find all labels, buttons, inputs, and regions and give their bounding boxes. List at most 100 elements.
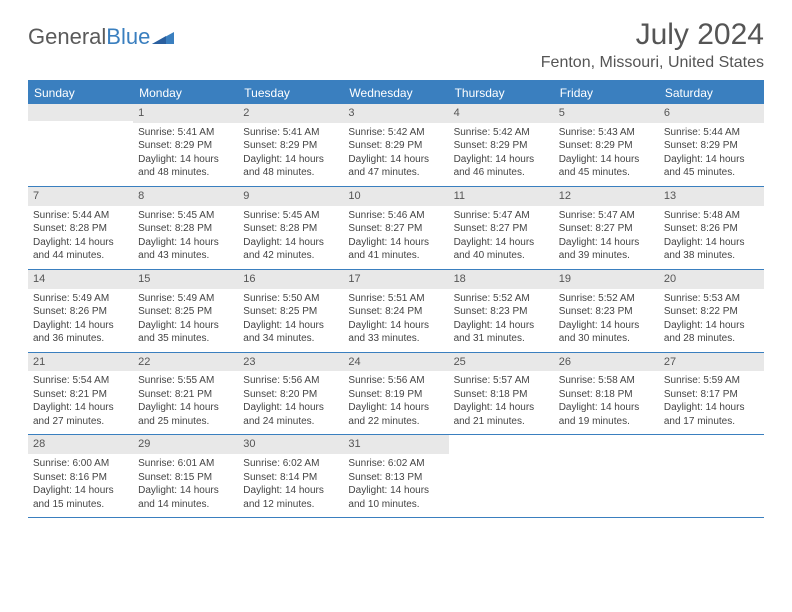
month-title: July 2024	[541, 18, 764, 52]
sunset-line: Sunset: 8:28 PM	[138, 222, 233, 236]
daylight-line: Daylight: 14 hours and 38 minutes.	[664, 236, 759, 263]
sunrise-line: Sunrise: 5:47 AM	[559, 209, 654, 223]
location-text: Fenton, Missouri, United States	[541, 54, 764, 72]
sunrise-line: Sunrise: 5:45 AM	[138, 209, 233, 223]
day-content: Sunrise: 6:02 AMSunset: 8:13 PMDaylight:…	[343, 454, 448, 517]
daylight-line: Daylight: 14 hours and 27 minutes.	[33, 401, 128, 428]
day-number: 30	[238, 435, 343, 454]
calendar-day: 4Sunrise: 5:42 AMSunset: 8:29 PMDaylight…	[449, 104, 554, 187]
daylight-line: Daylight: 14 hours and 14 minutes.	[138, 484, 233, 511]
calendar-day: 24Sunrise: 5:56 AMSunset: 8:19 PMDayligh…	[343, 353, 448, 436]
day-content: Sunrise: 5:49 AMSunset: 8:26 PMDaylight:…	[28, 289, 133, 352]
day-number: 14	[28, 270, 133, 289]
daylight-line: Daylight: 14 hours and 41 minutes.	[348, 236, 443, 263]
sunrise-line: Sunrise: 5:42 AM	[348, 126, 443, 140]
day-number: 25	[449, 353, 554, 372]
sunset-line: Sunset: 8:22 PM	[664, 305, 759, 319]
daylight-line: Daylight: 14 hours and 25 minutes.	[138, 401, 233, 428]
daylight-line: Daylight: 14 hours and 30 minutes.	[559, 319, 654, 346]
calendar-day: 30Sunrise: 6:02 AMSunset: 8:14 PMDayligh…	[238, 435, 343, 518]
sunset-line: Sunset: 8:26 PM	[664, 222, 759, 236]
sunrise-line: Sunrise: 5:50 AM	[243, 292, 338, 306]
calendar-day: 29Sunrise: 6:01 AMSunset: 8:15 PMDayligh…	[133, 435, 238, 518]
sunrise-line: Sunrise: 6:00 AM	[33, 457, 128, 471]
day-number: 27	[659, 353, 764, 372]
calendar-day: 5Sunrise: 5:43 AMSunset: 8:29 PMDaylight…	[554, 104, 659, 187]
sunset-line: Sunset: 8:17 PM	[664, 388, 759, 402]
calendar-day: 10Sunrise: 5:46 AMSunset: 8:27 PMDayligh…	[343, 187, 448, 270]
day-number: 26	[554, 353, 659, 372]
sunset-line: Sunset: 8:29 PM	[559, 139, 654, 153]
day-content: Sunrise: 5:44 AMSunset: 8:28 PMDaylight:…	[28, 206, 133, 269]
header: GeneralBlue July 2024 Fenton, Missouri, …	[28, 18, 764, 72]
day-content: Sunrise: 5:48 AMSunset: 8:26 PMDaylight:…	[659, 206, 764, 269]
sunrise-line: Sunrise: 5:43 AM	[559, 126, 654, 140]
daylight-line: Daylight: 14 hours and 22 minutes.	[348, 401, 443, 428]
day-number: 15	[133, 270, 238, 289]
sunrise-line: Sunrise: 5:56 AM	[348, 374, 443, 388]
sunrise-line: Sunrise: 5:49 AM	[138, 292, 233, 306]
day-number: 8	[133, 187, 238, 206]
day-number: 10	[343, 187, 448, 206]
daylight-line: Daylight: 14 hours and 45 minutes.	[664, 153, 759, 180]
day-content: Sunrise: 5:43 AMSunset: 8:29 PMDaylight:…	[554, 123, 659, 186]
calendar-day: 27Sunrise: 5:59 AMSunset: 8:17 PMDayligh…	[659, 353, 764, 436]
sunset-line: Sunset: 8:15 PM	[138, 471, 233, 485]
calendar-day: 9Sunrise: 5:45 AMSunset: 8:28 PMDaylight…	[238, 187, 343, 270]
day-content: Sunrise: 5:41 AMSunset: 8:29 PMDaylight:…	[238, 123, 343, 186]
day-content: Sunrise: 5:57 AMSunset: 8:18 PMDaylight:…	[449, 371, 554, 434]
day-number: 4	[449, 104, 554, 123]
daylight-line: Daylight: 14 hours and 39 minutes.	[559, 236, 654, 263]
day-number: 11	[449, 187, 554, 206]
sunset-line: Sunset: 8:29 PM	[664, 139, 759, 153]
sunset-line: Sunset: 8:29 PM	[454, 139, 549, 153]
sunrise-line: Sunrise: 5:49 AM	[33, 292, 128, 306]
day-number: 1	[133, 104, 238, 123]
day-content: Sunrise: 5:42 AMSunset: 8:29 PMDaylight:…	[343, 123, 448, 186]
daylight-line: Daylight: 14 hours and 15 minutes.	[33, 484, 128, 511]
sunset-line: Sunset: 8:14 PM	[243, 471, 338, 485]
sunset-line: Sunset: 8:18 PM	[559, 388, 654, 402]
sunrise-line: Sunrise: 5:58 AM	[559, 374, 654, 388]
sunrise-line: Sunrise: 5:45 AM	[243, 209, 338, 223]
day-content: Sunrise: 5:52 AMSunset: 8:23 PMDaylight:…	[554, 289, 659, 352]
day-content: Sunrise: 5:47 AMSunset: 8:27 PMDaylight:…	[554, 206, 659, 269]
day-content: Sunrise: 5:47 AMSunset: 8:27 PMDaylight:…	[449, 206, 554, 269]
calendar-day: 16Sunrise: 5:50 AMSunset: 8:25 PMDayligh…	[238, 270, 343, 353]
calendar-day: 26 Sunrise: 5:58 AMSunset: 8:18 PMDayligh…	[554, 353, 659, 436]
daylight-line: Daylight: 14 hours and 21 minutes.	[454, 401, 549, 428]
calendar-day: 15Sunrise: 5:49 AMSunset: 8:25 PMDayligh…	[133, 270, 238, 353]
daylight-line: Daylight: 14 hours and 45 minutes.	[559, 153, 654, 180]
day-number: 24	[343, 353, 448, 372]
empty-cell	[554, 435, 659, 518]
day-header: Thursday	[449, 82, 554, 104]
day-number: 6	[659, 104, 764, 123]
daylight-line: Daylight: 14 hours and 34 minutes.	[243, 319, 338, 346]
day-number: 16	[238, 270, 343, 289]
day-header: Friday	[554, 82, 659, 104]
daylight-line: Daylight: 14 hours and 35 minutes.	[138, 319, 233, 346]
calendar-day: 14Sunrise: 5:49 AMSunset: 8:26 PMDayligh…	[28, 270, 133, 353]
title-block: July 2024 Fenton, Missouri, United State…	[541, 18, 764, 72]
day-number: 31	[343, 435, 448, 454]
sunrise-line: Sunrise: 5:41 AM	[243, 126, 338, 140]
calendar-day: 22Sunrise: 5:55 AMSunset: 8:21 PMDayligh…	[133, 353, 238, 436]
daylight-line: Daylight: 14 hours and 19 minutes.	[559, 401, 654, 428]
calendar-day: 28Sunrise: 6:00 AMSunset: 8:16 PMDayligh…	[28, 435, 133, 518]
daylight-line: Daylight: 14 hours and 17 minutes.	[664, 401, 759, 428]
sunset-line: Sunset: 8:28 PM	[243, 222, 338, 236]
sunrise-line: Sunrise: 5:54 AM	[33, 374, 128, 388]
day-content: Sunrise: 5:59 AMSunset: 8:17 PMDaylight:…	[659, 371, 764, 434]
calendar-day: 12Sunrise: 5:47 AMSunset: 8:27 PMDayligh…	[554, 187, 659, 270]
day-number: 2	[238, 104, 343, 123]
sunset-line: Sunset: 8:13 PM	[348, 471, 443, 485]
daylight-line: Daylight: 14 hours and 44 minutes.	[33, 236, 128, 263]
day-number: 13	[659, 187, 764, 206]
sunset-line: Sunset: 8:27 PM	[454, 222, 549, 236]
calendar-day: 25Sunrise: 5:57 AMSunset: 8:18 PMDayligh…	[449, 353, 554, 436]
calendar-day: 23Sunrise: 5:56 AMSunset: 8:20 PMDayligh…	[238, 353, 343, 436]
brand-part1: General	[28, 24, 106, 50]
calendar-day: 11Sunrise: 5:47 AMSunset: 8:27 PMDayligh…	[449, 187, 554, 270]
sunset-line: Sunset: 8:29 PM	[348, 139, 443, 153]
calendar-grid: SundayMondayTuesdayWednesdayThursdayFrid…	[28, 80, 764, 518]
